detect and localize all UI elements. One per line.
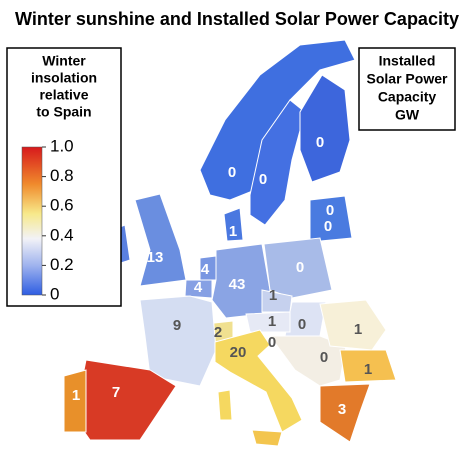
capacity-label: 1 [229, 223, 237, 240]
map-title: Winter sunshine and Installed Solar Powe… [15, 9, 459, 29]
capacity-label: 0 [326, 202, 334, 219]
bulgaria [339, 349, 397, 383]
capacity-legend: Installed Solar Power Capacity GW [367, 53, 448, 123]
color-bar-tick-label: 0.2 [50, 255, 74, 274]
denmark [223, 207, 244, 242]
capacity-label: 1 [269, 287, 277, 304]
finland [299, 74, 351, 183]
capacity-legend-box [358, 47, 456, 131]
capacity-label: 1 [364, 361, 372, 378]
baltics [309, 195, 353, 243]
uk [134, 193, 187, 287]
sicily [251, 429, 283, 447]
color-bar-tick-label: 0 [50, 284, 59, 303]
capacity-label: 0 [324, 218, 332, 235]
sardinia [217, 389, 233, 421]
capacity-label: 43 [229, 276, 246, 293]
countries [63, 39, 397, 447]
capacity-label: 20 [230, 344, 247, 361]
capacity-label: 9 [173, 317, 181, 334]
capacity-labels: 0000010134443019101202001371 [72, 134, 372, 418]
color-bar-tick-label: 0.8 [50, 166, 74, 185]
legend-title-line: Solar Power [367, 71, 448, 87]
capacity-label: 13 [147, 249, 164, 266]
legend-title-line: to Spain [36, 104, 91, 120]
romania [319, 299, 387, 351]
legend-title-line: Winter [42, 53, 86, 69]
capacity-label: 4 [201, 261, 210, 278]
capacity-label: 0 [316, 134, 324, 151]
capacity-label: 0 [268, 334, 276, 351]
capacity-label: 0 [298, 316, 306, 333]
color-bar [21, 146, 43, 296]
capacity-label: 1 [268, 313, 276, 330]
legend-title-line: Installed [379, 53, 436, 69]
capacity-label: 0 [228, 164, 236, 181]
legend-title-line: relative [39, 87, 88, 103]
capacity-label: 0 [259, 171, 267, 188]
color-bar-tick-label: 0.6 [50, 196, 74, 215]
legend-title-line: insolation [31, 70, 97, 86]
france [139, 295, 217, 387]
capacity-label: 2 [214, 324, 222, 341]
capacity-label: 1 [72, 387, 80, 404]
capacity-label: 3 [338, 401, 346, 418]
germany [211, 243, 271, 319]
capacity-label: 4 [194, 279, 203, 296]
capacity-label: 1 [354, 321, 362, 338]
portugal [63, 369, 87, 433]
italy [214, 329, 303, 433]
capacity-label: 7 [112, 384, 120, 401]
poland [263, 237, 333, 299]
legend-title-line: GW [395, 107, 420, 123]
greece [319, 383, 371, 443]
sweden [249, 99, 306, 226]
balkans [269, 335, 347, 387]
capacity-label: 0 [296, 259, 304, 276]
capacity-label: 0 [320, 349, 328, 366]
color-bar-tick-label: 0.4 [50, 225, 74, 244]
color-bar-tick-label: 1.0 [50, 136, 74, 155]
austria [245, 311, 291, 333]
legend-title-line: Capacity [378, 89, 437, 105]
